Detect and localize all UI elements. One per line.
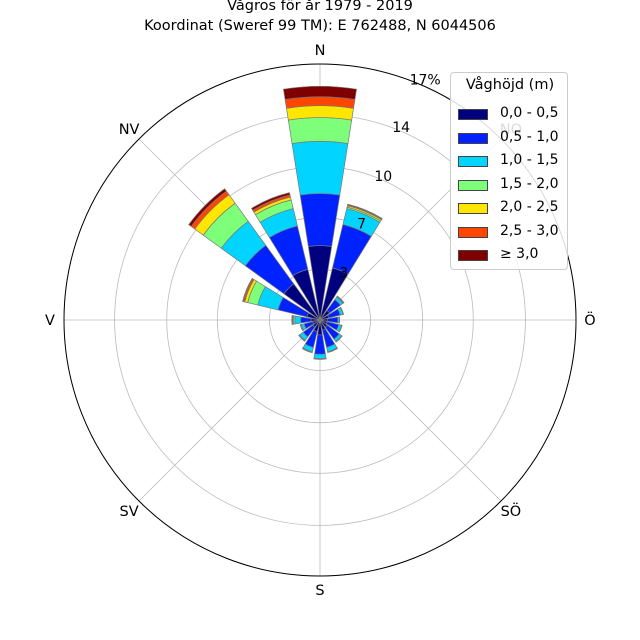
bar-segment-N-3 xyxy=(287,117,353,144)
radial-tick-labels: 3 7 10 14 17% xyxy=(339,72,440,281)
bar-segment-VSV-4 xyxy=(299,324,304,332)
bar-segment-SV-4 xyxy=(298,334,306,342)
compass-label: Ö xyxy=(584,311,595,329)
legend: Våghöjd (m) 0,0 - 0,5 0,5 - 1,0 1,0 - 1,5 1… xyxy=(450,72,568,270)
compass-label: V xyxy=(45,313,55,329)
legend-label: 0,0 - 0,5 xyxy=(500,105,559,121)
bar-segment-NNO-6 xyxy=(347,203,383,220)
legend-label: 1,0 - 1,5 xyxy=(500,152,559,168)
compass-label: SÖ xyxy=(501,502,522,520)
radial-tick-label: 3 xyxy=(339,265,348,281)
legend-title: Våghöjd (m) xyxy=(465,77,555,93)
bar-segment-NO-6 xyxy=(336,295,345,304)
legend-swatch xyxy=(458,109,488,120)
bar-segment-VNV-6 xyxy=(242,277,254,302)
compass-label: NV xyxy=(119,122,140,138)
bar-segment-OSO-4 xyxy=(338,324,343,333)
rose-bars xyxy=(188,85,383,360)
bar-segment-V-1 xyxy=(300,316,312,324)
bar-segment-N-4 xyxy=(286,105,354,121)
legend-swatch xyxy=(458,156,488,167)
bar-segment-S-4 xyxy=(313,358,327,360)
legend-label: ≥ 3,0 xyxy=(500,246,539,262)
bar-segment-ONO-4 xyxy=(340,306,345,315)
compass-label: S xyxy=(315,583,324,599)
bar-segment-SSO-4 xyxy=(327,347,338,353)
legend-label: 2,5 - 3,0 xyxy=(500,222,559,239)
bar-segment-S-2 xyxy=(313,353,327,360)
bar-segment-SSV-4 xyxy=(301,348,313,354)
legend-swatch xyxy=(458,203,488,214)
grid-spoke xyxy=(138,319,321,502)
legend-swatch xyxy=(458,132,488,144)
bar-segment-V-2 xyxy=(294,315,302,325)
radial-tick-label: 7 xyxy=(357,217,366,233)
bar-segment-V-6 xyxy=(291,315,293,325)
radial-tick-label: 14 xyxy=(392,120,410,136)
grid-spoke xyxy=(319,319,502,502)
bar-segment-S-1 xyxy=(314,334,326,355)
legend-swatch xyxy=(458,250,488,261)
bar-segment-NV-6 xyxy=(188,188,227,227)
title-line-2: Koordinat (Sweref 99 TM): E 762488, N 60… xyxy=(144,18,496,34)
legend-label: 2,0 - 2,5 xyxy=(500,199,559,215)
title-line-1: Vågros för år 1979 - 2019 xyxy=(227,0,413,14)
legend-swatch xyxy=(458,226,488,238)
radial-tick-label: 17% xyxy=(410,72,441,88)
bar-segment-N-1 xyxy=(299,193,341,247)
bar-segment-N-6 xyxy=(283,85,357,100)
compass-label: SV xyxy=(120,504,139,520)
radial-tick-label: 10 xyxy=(374,169,392,185)
bar-segment-N-2 xyxy=(291,141,349,196)
compass-labels: NNOÖSÖSSVVNV xyxy=(45,43,596,599)
polar-frame xyxy=(63,63,577,577)
legend-label: 0,5 - 1,0 xyxy=(500,128,559,145)
compass-label: N xyxy=(315,43,326,59)
bar-segment-NNV-6 xyxy=(251,192,291,211)
chart-title: Vågros för år 1979 - 2019 Koordinat (Swe… xyxy=(0,0,640,36)
legend-label: 1,5 - 2,0 xyxy=(500,175,559,192)
bar-segment-SÖ-4 xyxy=(335,335,343,343)
legend-swatch xyxy=(458,179,488,191)
